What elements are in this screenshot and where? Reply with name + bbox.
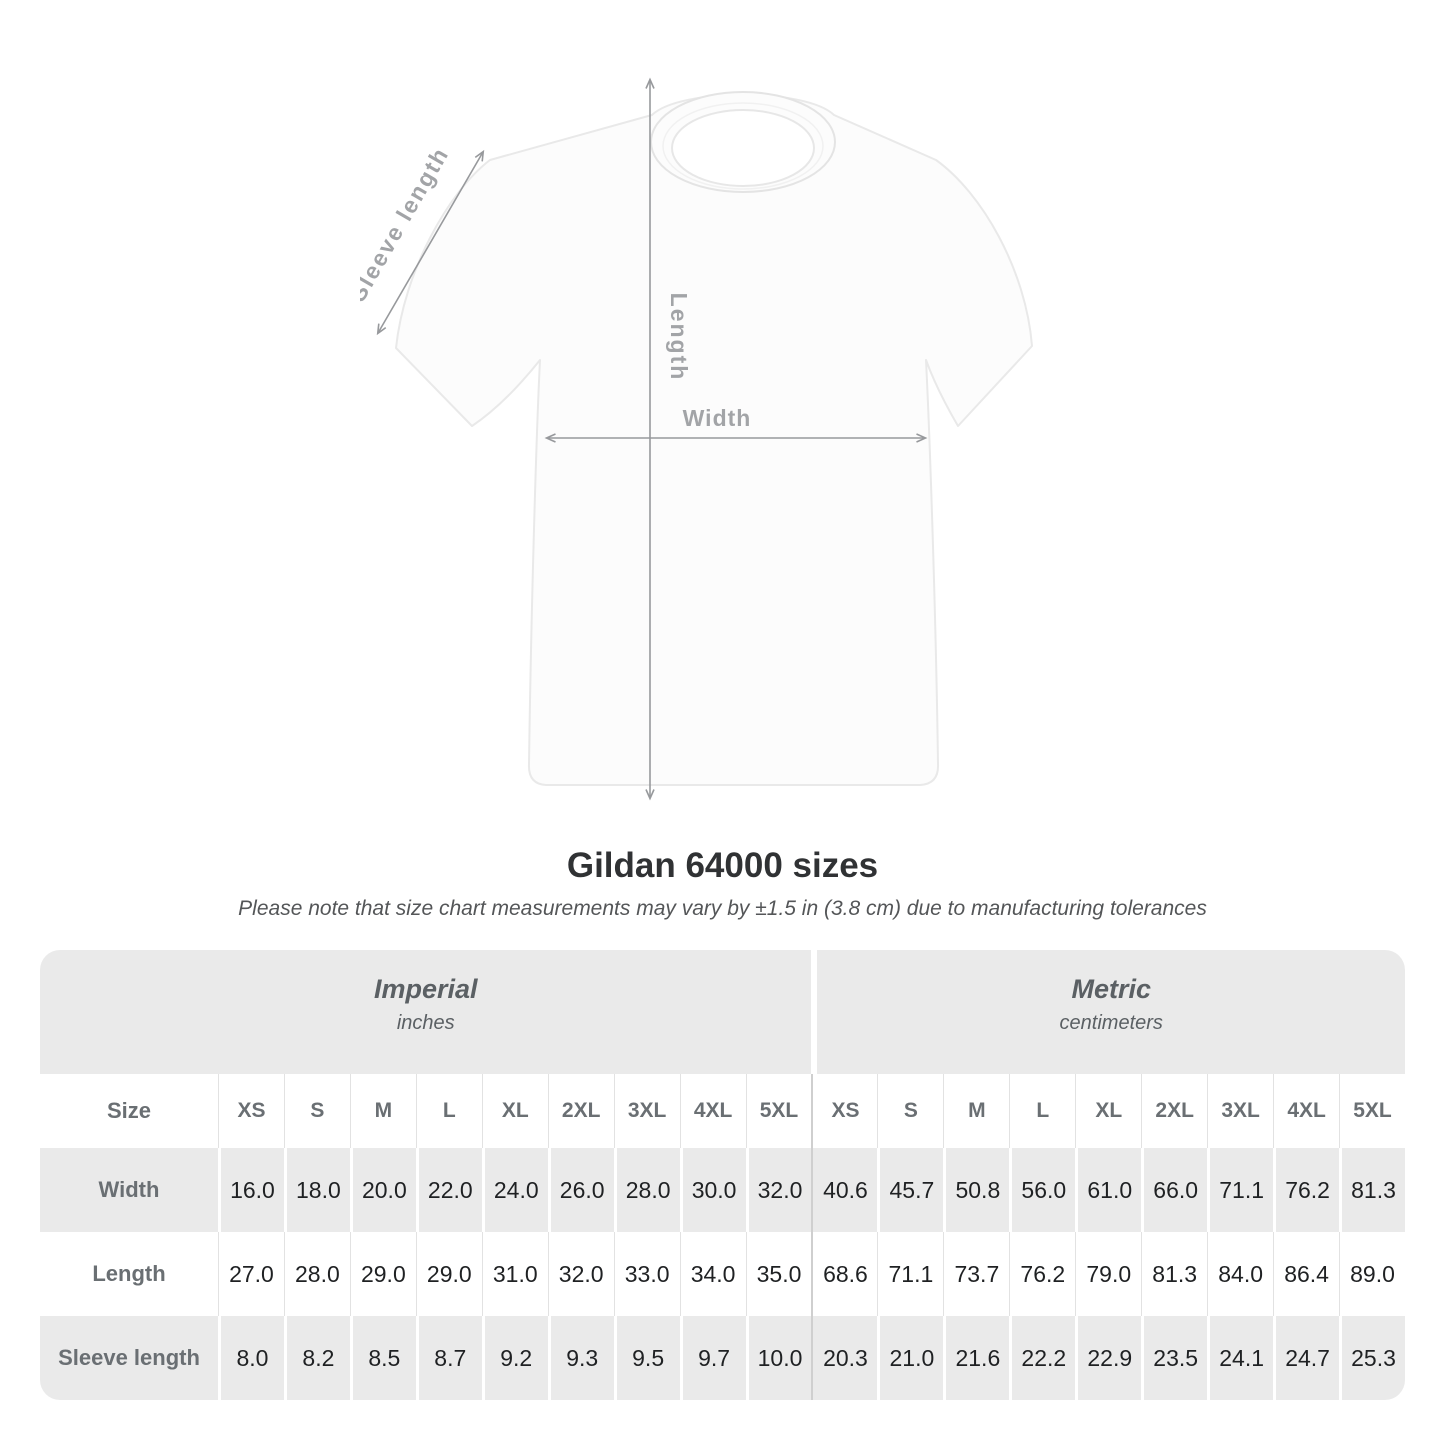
value-cell: 45.7 — [877, 1148, 944, 1232]
tolerance-note: Please note that size chart measurements… — [238, 897, 1207, 920]
value-cell: 56.0 — [1009, 1148, 1076, 1232]
row-label: Length — [40, 1232, 218, 1316]
size-header-cell: 5XL — [1339, 1074, 1405, 1148]
value-cell: 22.2 — [1009, 1316, 1076, 1400]
size-header-cell: 2XL — [1141, 1074, 1208, 1148]
size-header-cell: 5XL — [745, 1074, 812, 1148]
size-header-cell: L — [415, 1074, 482, 1148]
unit-name: Metric — [1071, 973, 1151, 1004]
value-cell: 21.0 — [877, 1316, 944, 1400]
size-header-cell: L — [1009, 1074, 1076, 1148]
value-cell: 50.8 — [943, 1148, 1010, 1232]
unit-name: Imperial — [373, 973, 478, 1004]
value-cell: 61.0 — [1075, 1148, 1142, 1232]
collar-inner-icon — [671, 109, 815, 187]
value-cell: 81.3 — [1141, 1232, 1208, 1316]
value-cell: 31.0 — [481, 1232, 548, 1316]
value-cell: 22.0 — [415, 1148, 482, 1232]
size-column-header: Size — [40, 1074, 218, 1148]
tshirt-diagram: Sleeve length Length Width — [360, 77, 1033, 801]
value-cell: 71.1 — [1207, 1148, 1274, 1232]
size-header-cell: XL — [1075, 1074, 1142, 1148]
size-header-cell: M — [943, 1074, 1010, 1148]
value-cell: 27.0 — [218, 1232, 284, 1316]
size-header-cell: 4XL — [1273, 1074, 1340, 1148]
value-cell: 71.1 — [877, 1232, 944, 1316]
value-cell: 34.0 — [679, 1232, 746, 1316]
value-cell: 9.3 — [547, 1316, 614, 1400]
value-cell: 35.0 — [745, 1232, 812, 1316]
value-cell: 81.3 — [1339, 1148, 1405, 1232]
value-cell: 30.0 — [679, 1148, 746, 1232]
value-cell: 9.7 — [679, 1316, 746, 1400]
collar-seam-icon — [662, 102, 824, 190]
value-cell: 24.0 — [481, 1148, 548, 1232]
unit-label: centimeters — [1059, 1011, 1163, 1034]
size-header-cell: 2XL — [547, 1074, 614, 1148]
width-label: Width — [683, 405, 752, 431]
value-cell: 8.7 — [415, 1316, 482, 1400]
size-table: Imperial inches Metric centimeters Size XS S M L… — [40, 950, 1405, 1400]
size-header-cell: 3XL — [1207, 1074, 1274, 1148]
value-cell: 66.0 — [1141, 1148, 1208, 1232]
value-cell: 8.5 — [349, 1316, 416, 1400]
length-label: Length — [666, 293, 692, 382]
size-header-cell: XL — [481, 1074, 548, 1148]
value-cell: 9.2 — [481, 1316, 548, 1400]
value-cell: 10.0 — [745, 1316, 812, 1400]
value-cell: 84.0 — [1207, 1232, 1274, 1316]
value-cell: 76.2 — [1009, 1232, 1076, 1316]
size-header-cell: 3XL — [613, 1074, 680, 1148]
unit-band-imperial: Imperial inches — [40, 950, 812, 1074]
value-cell: 25.3 — [1339, 1316, 1405, 1400]
value-cell: 8.2 — [283, 1316, 350, 1400]
value-cell: 29.0 — [349, 1232, 416, 1316]
value-cell: 86.4 — [1273, 1232, 1340, 1316]
value-cell: 20.0 — [349, 1148, 416, 1232]
size-header-cell: S — [283, 1074, 350, 1148]
size-header-cell: 4XL — [679, 1074, 746, 1148]
value-cell: 18.0 — [283, 1148, 350, 1232]
unit-label: inches — [396, 1011, 455, 1034]
value-cell: 16.0 — [218, 1148, 284, 1232]
value-cell: 76.2 — [1273, 1148, 1340, 1232]
sleeve-length-arrow — [376, 149, 485, 336]
size-header-cell: XS — [811, 1074, 878, 1148]
value-cell: 26.0 — [547, 1148, 614, 1232]
value-cell: 29.0 — [415, 1232, 482, 1316]
unit-band-metric: Metric centimeters — [811, 950, 1405, 1074]
value-cell: 32.0 — [547, 1232, 614, 1316]
size-header-cell: XS — [218, 1074, 284, 1148]
value-cell: 33.0 — [613, 1232, 680, 1316]
value-cell: 68.6 — [811, 1232, 878, 1316]
value-cell: 24.7 — [1273, 1316, 1340, 1400]
page-title: Gildan 64000 sizes — [566, 846, 879, 885]
size-header-cell: M — [349, 1074, 416, 1148]
value-cell: 23.5 — [1141, 1316, 1208, 1400]
value-cell: 79.0 — [1075, 1232, 1142, 1316]
value-cell: 24.1 — [1207, 1316, 1274, 1400]
value-cell: 89.0 — [1339, 1232, 1405, 1316]
value-cell: 28.0 — [613, 1148, 680, 1232]
size-header-cell: S — [877, 1074, 944, 1148]
value-cell: 21.6 — [943, 1316, 1010, 1400]
value-cell: 73.7 — [943, 1232, 1010, 1316]
value-cell: 28.0 — [283, 1232, 350, 1316]
row-label: Sleeve length — [40, 1316, 218, 1400]
value-cell: 20.3 — [811, 1316, 878, 1400]
value-cell: 22.9 — [1075, 1316, 1142, 1400]
value-cell: 9.5 — [613, 1316, 680, 1400]
value-cell: 32.0 — [745, 1148, 812, 1232]
row-label: Width — [40, 1148, 218, 1232]
value-cell: 40.6 — [811, 1148, 878, 1232]
value-cell: 8.0 — [218, 1316, 284, 1400]
tshirt-graphic — [395, 93, 1033, 786]
